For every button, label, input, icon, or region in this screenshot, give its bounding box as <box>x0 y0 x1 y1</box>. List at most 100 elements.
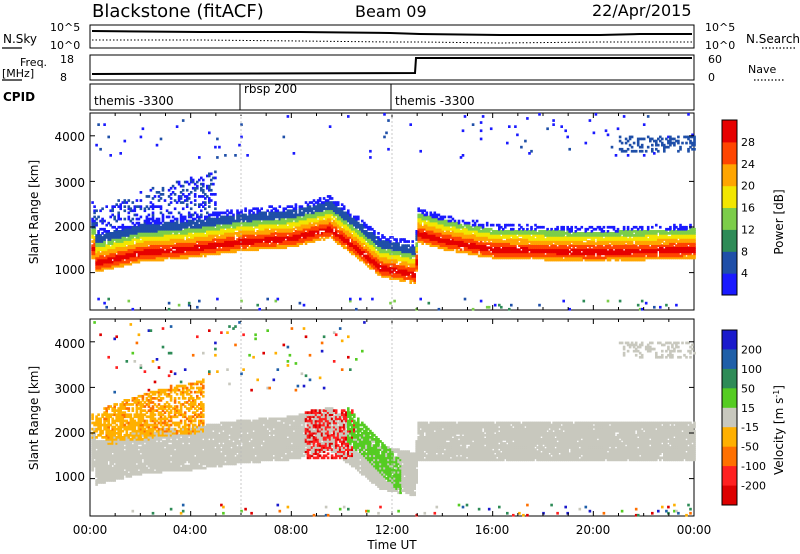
power-cell <box>298 242 302 245</box>
power-cell <box>147 217 151 221</box>
power-cell <box>383 262 386 266</box>
power-cell <box>359 248 362 252</box>
power-cell <box>169 240 173 243</box>
power-cell <box>218 217 221 221</box>
power-cell <box>485 223 489 227</box>
power-cell <box>491 242 495 245</box>
power-cell <box>344 221 348 225</box>
power-cell <box>169 211 173 215</box>
power-cell <box>117 250 120 254</box>
power-cell <box>473 221 477 225</box>
power-cell <box>135 199 139 202</box>
power-cell <box>594 258 598 262</box>
power-cell <box>272 232 276 235</box>
power-cell <box>409 250 412 254</box>
power-cell <box>216 223 219 227</box>
power-cell <box>417 232 420 235</box>
power-cell <box>342 232 346 235</box>
power-cell <box>232 230 235 233</box>
power-cell <box>302 215 306 219</box>
power-cell <box>353 234 356 237</box>
power-cell <box>236 211 239 215</box>
power-cell <box>342 234 346 237</box>
power-cell <box>266 238 269 241</box>
power-cell <box>298 230 302 233</box>
power-cell <box>606 238 610 241</box>
power-cell <box>208 131 211 135</box>
power-cell <box>330 203 334 206</box>
power-cell <box>510 250 513 254</box>
power-cell <box>135 221 139 225</box>
power-cell <box>369 266 372 270</box>
power-cell <box>312 221 316 225</box>
power-cell <box>316 215 320 219</box>
power-cell <box>451 227 455 231</box>
power-cell <box>435 223 439 227</box>
power-cell <box>353 238 356 241</box>
power-cell <box>638 236 642 239</box>
power-cell <box>238 227 241 231</box>
power-cell <box>252 213 255 217</box>
power-cell <box>349 215 352 219</box>
power-cell <box>193 193 197 196</box>
power-cell <box>181 223 185 227</box>
power-cell <box>540 250 543 254</box>
power-cell <box>228 227 231 231</box>
power-cell <box>308 232 312 235</box>
power-cell <box>109 154 112 157</box>
power-cell <box>131 238 135 241</box>
power-cell <box>240 299 243 303</box>
power-cell <box>165 221 169 225</box>
power-cell <box>628 143 632 147</box>
power-cell <box>528 238 531 241</box>
power-cell <box>471 227 475 231</box>
power-cell <box>161 227 165 231</box>
power-cell <box>367 264 370 268</box>
power-cell <box>141 256 145 260</box>
power-cell <box>377 262 380 266</box>
power-cell <box>491 256 495 260</box>
power-cell <box>475 248 479 252</box>
power-cell <box>351 234 354 237</box>
power-cell <box>202 201 205 204</box>
power-cell <box>308 238 312 241</box>
power-cell <box>109 258 112 262</box>
power-cell <box>429 230 433 233</box>
power-cell <box>159 225 163 229</box>
power-cell <box>171 236 175 239</box>
power-cell <box>413 254 416 258</box>
power-cell <box>618 244 622 247</box>
power-cell <box>467 246 471 250</box>
power-cell <box>218 225 221 229</box>
power-cell <box>262 236 265 239</box>
power-cell <box>143 256 147 260</box>
power-cell <box>395 266 398 270</box>
power-cell <box>413 277 416 280</box>
power-cell <box>618 139 622 143</box>
power-cell <box>244 209 247 213</box>
power-cell <box>385 269 388 272</box>
power-cell <box>604 250 608 254</box>
power-cell <box>260 236 263 239</box>
power-cell <box>189 240 193 243</box>
power-cell <box>189 227 193 231</box>
power-cell <box>151 256 155 260</box>
power-cell <box>202 205 205 208</box>
power-cell <box>312 234 316 237</box>
power-cell <box>401 275 404 278</box>
power-cell <box>123 246 127 250</box>
power-cell <box>258 223 261 227</box>
power-cell <box>530 254 533 258</box>
power-cell <box>453 225 457 229</box>
power-cell <box>274 213 278 217</box>
power-cell <box>332 223 336 227</box>
power-cell <box>441 221 445 225</box>
power-cell <box>626 225 630 229</box>
power-cell <box>340 240 344 243</box>
power-cell <box>262 227 265 231</box>
power-cell <box>367 232 370 235</box>
power-cell <box>330 236 334 239</box>
power-cell <box>437 236 441 239</box>
power-cell <box>357 242 360 245</box>
power-cell <box>371 297 374 301</box>
